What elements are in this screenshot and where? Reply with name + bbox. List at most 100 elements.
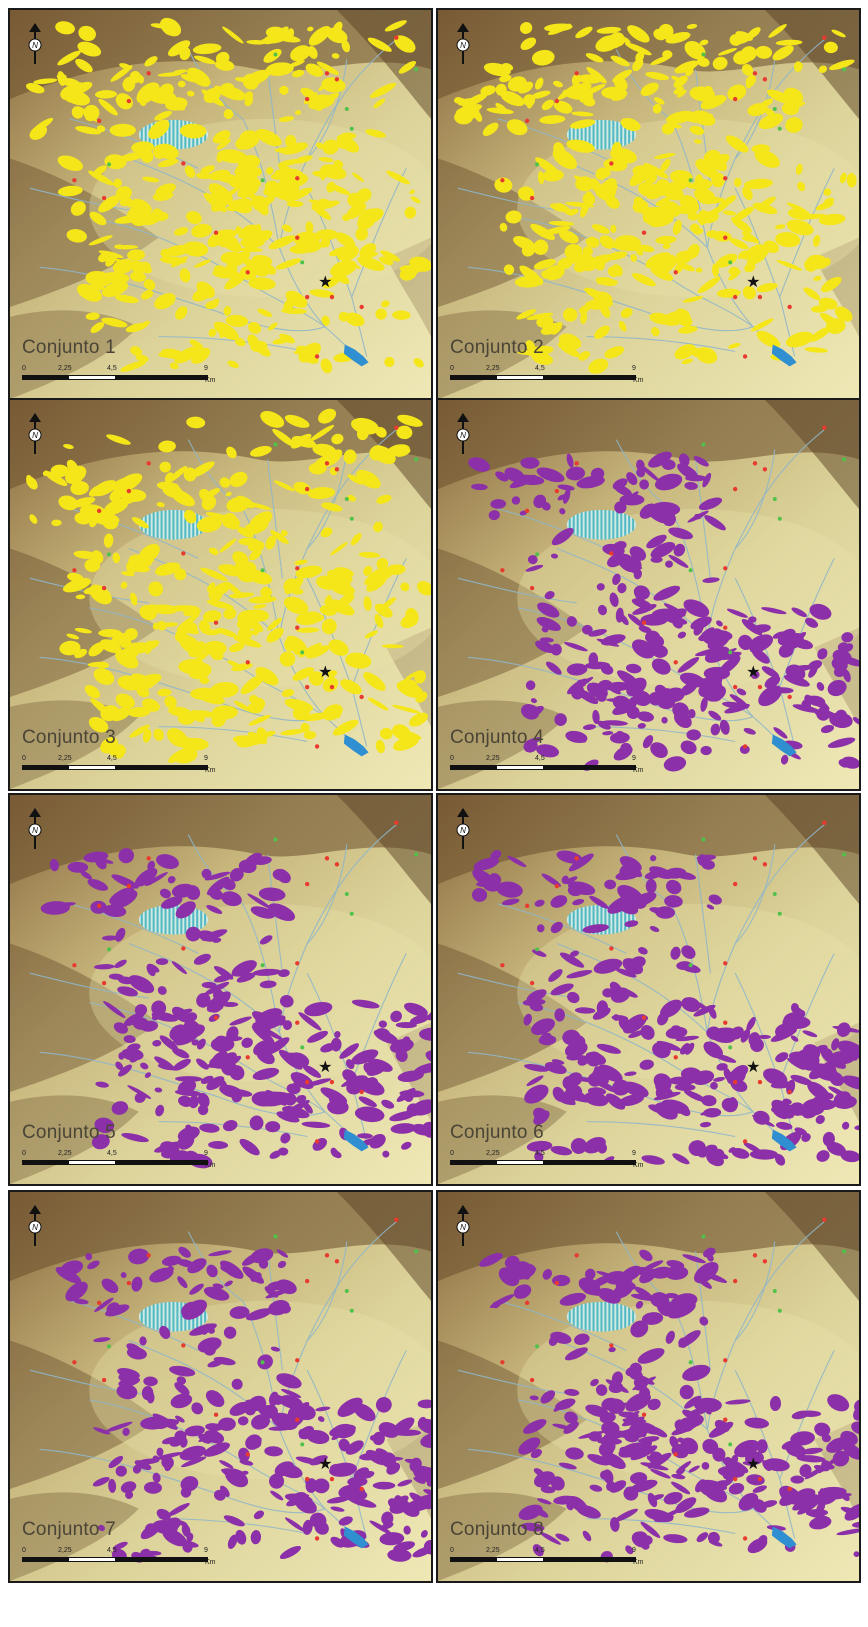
- site-points: [500, 1217, 847, 1541]
- scale-tick-2: 4,5: [107, 1547, 117, 1554]
- star-marker: ★: [746, 1456, 760, 1473]
- scale-unit: Km: [205, 767, 216, 774]
- water-body: [343, 734, 369, 757]
- scale-tick-1: 2,25: [58, 365, 72, 372]
- scale-tick-1: 2,25: [486, 365, 500, 372]
- scale-bar: 0 2,25 4,5 9 Km: [450, 1547, 650, 1569]
- scale-tick-0: 0: [22, 365, 26, 372]
- north-arrow-icon: N: [28, 808, 42, 849]
- scale-unit: Km: [633, 1162, 644, 1169]
- scale-tick-0: 0: [22, 755, 26, 762]
- scale-tick-2: 4,5: [107, 1150, 117, 1157]
- svg-text:N: N: [460, 826, 466, 835]
- terrain-map: ★: [10, 400, 431, 789]
- visibility-overlay: [55, 1246, 431, 1563]
- terrain-map: ★: [438, 400, 859, 789]
- scale-unit: Km: [205, 1559, 216, 1566]
- scale-tick-0: 0: [450, 365, 454, 372]
- scale-tick-2: 4,5: [535, 1547, 545, 1554]
- map-panel-3: ★ N Conjunto 3 0 2,25 4,5 9 Km: [8, 398, 433, 791]
- hatched-area: [566, 1301, 637, 1332]
- visibility-overlay: [26, 17, 431, 374]
- water-body: [343, 1526, 369, 1549]
- scale-tick-2: 4,5: [107, 755, 117, 762]
- north-arrow-icon: N: [456, 413, 470, 454]
- scale-tick-1: 2,25: [486, 1150, 500, 1157]
- visibility-overlay: [479, 1247, 859, 1563]
- site-points: [500, 425, 847, 749]
- scale-tick-1: 2,25: [486, 755, 500, 762]
- star-marker: ★: [746, 1059, 760, 1076]
- star-marker: ★: [318, 1456, 332, 1473]
- site-points: [72, 425, 419, 749]
- north-arrow-icon: N: [28, 23, 42, 64]
- panel-title: Conjunto 6: [450, 1122, 544, 1143]
- svg-text:N: N: [32, 826, 38, 835]
- scale-tick-3: 9: [204, 755, 208, 762]
- map-panel-5: ★ N Conjunto 5 0 2,25 4,5 9 Km: [8, 793, 433, 1186]
- panel-title: Conjunto 5: [22, 1122, 116, 1143]
- scale-bar: 0 2,25 4,5 9 Km: [22, 1150, 222, 1172]
- panel-title: Conjunto 1: [22, 337, 116, 358]
- scale-tick-3: 9: [632, 1150, 636, 1157]
- svg-text:N: N: [32, 1223, 38, 1232]
- scale-unit: Km: [633, 1559, 644, 1566]
- panel-title: Conjunto 8: [450, 1519, 544, 1540]
- scale-unit: Km: [633, 767, 644, 774]
- water-body: [771, 1526, 797, 1549]
- star-marker: ★: [318, 1059, 332, 1076]
- scale-tick-2: 4,5: [535, 1150, 545, 1157]
- scale-tick-3: 9: [204, 1150, 208, 1157]
- visibility-overlay: [471, 849, 859, 1167]
- map-panel-2: ★ N Conjunto 2 0 2,25 4,5 9 Km: [436, 8, 861, 401]
- panel-title: Conjunto 2: [450, 337, 544, 358]
- north-arrow-icon: N: [28, 413, 42, 454]
- north-arrow-icon: N: [28, 1205, 42, 1246]
- scale-bar: 0 2,25 4,5 9 Km: [450, 365, 650, 387]
- scale-bar: 0 2,25 4,5 9 Km: [22, 755, 222, 777]
- water-body: [771, 1129, 797, 1152]
- star-marker: ★: [746, 664, 760, 681]
- scale-tick-3: 9: [632, 365, 636, 372]
- scale-tick-3: 9: [632, 1547, 636, 1554]
- scale-tick-0: 0: [22, 1547, 26, 1554]
- water-body: [343, 344, 369, 367]
- site-points: [72, 35, 419, 359]
- scale-tick-2: 4,5: [107, 365, 117, 372]
- scale-tick-0: 0: [22, 1150, 26, 1157]
- scale-tick-3: 9: [204, 365, 208, 372]
- scale-bar: 0 2,25 4,5 9 Km: [450, 1150, 650, 1172]
- panel-title: Conjunto 4: [450, 727, 544, 748]
- visibility-overlay: [468, 451, 859, 772]
- water-body: [771, 344, 797, 367]
- site-points: [72, 1217, 419, 1541]
- panel-title: Conjunto 7: [22, 1519, 116, 1540]
- terrain-map: ★: [438, 10, 859, 399]
- scale-tick-2: 4,5: [535, 365, 545, 372]
- svg-text:N: N: [32, 431, 38, 440]
- north-arrow-icon: N: [456, 808, 470, 849]
- map-panel-7: ★ N Conjunto 7 0 2,25 4,5 9 Km: [8, 1190, 433, 1583]
- scale-unit: Km: [205, 1162, 216, 1169]
- map-panel-4: ★ N Conjunto 4 0 2,25 4,5 9 Km: [436, 398, 861, 791]
- scale-tick-1: 2,25: [58, 1547, 72, 1554]
- scale-tick-0: 0: [450, 755, 454, 762]
- scale-tick-0: 0: [450, 1547, 454, 1554]
- scale-bar: 0 2,25 4,5 9 Km: [22, 365, 222, 387]
- scale-tick-1: 2,25: [58, 1150, 72, 1157]
- map-panel-1: ★ N Conjunto 1 0 2,25 4,5 9 Km: [8, 8, 433, 401]
- terrain-map: ★: [10, 1192, 431, 1581]
- svg-text:N: N: [460, 1223, 466, 1232]
- panel-title: Conjunto 3: [22, 727, 116, 748]
- svg-text:N: N: [32, 41, 38, 50]
- svg-text:N: N: [460, 431, 466, 440]
- star-marker: ★: [318, 664, 332, 681]
- site-points: [500, 820, 847, 1144]
- terrain-map: ★: [438, 795, 859, 1184]
- visibility-overlay: [26, 408, 431, 764]
- site-points: [500, 35, 847, 359]
- scale-unit: Km: [205, 377, 216, 384]
- scale-bar: 0 2,25 4,5 9 Km: [450, 755, 650, 777]
- site-points: [72, 820, 419, 1144]
